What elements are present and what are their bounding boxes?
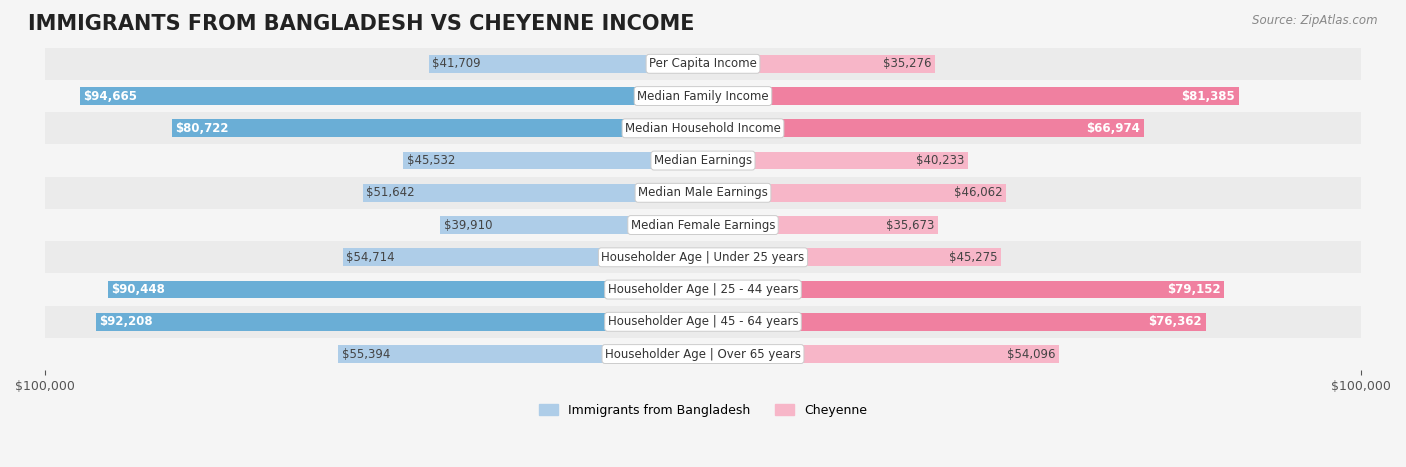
Bar [703,184,1007,202]
Legend: Immigrants from Bangladesh, Cheyenne: Immigrants from Bangladesh, Cheyenne [534,399,872,422]
Text: $35,276: $35,276 [883,57,932,71]
Bar [703,55,935,73]
Text: $90,448: $90,448 [111,283,165,296]
Bar [96,313,703,331]
Bar [363,184,703,202]
Text: $79,152: $79,152 [1167,283,1220,296]
Text: Median Female Earnings: Median Female Earnings [631,219,775,232]
Text: Householder Age | 25 - 44 years: Householder Age | 25 - 44 years [607,283,799,296]
Bar [339,345,703,363]
Bar [703,87,1239,105]
Text: Median Male Earnings: Median Male Earnings [638,186,768,199]
Text: Median Household Income: Median Household Income [626,122,780,135]
Text: $40,233: $40,233 [917,154,965,167]
Text: $92,208: $92,208 [100,315,153,328]
Bar [45,274,1361,306]
Text: $35,673: $35,673 [886,219,935,232]
Bar [45,112,1361,144]
Text: $39,910: $39,910 [444,219,492,232]
Text: Median Family Income: Median Family Income [637,90,769,103]
Bar [404,152,703,170]
Text: Source: ZipAtlas.com: Source: ZipAtlas.com [1253,14,1378,27]
Bar [172,120,703,137]
Text: Per Capita Income: Per Capita Income [650,57,756,71]
Bar [703,152,967,170]
Bar [703,313,1205,331]
Bar [703,281,1223,298]
Bar [45,144,1361,177]
Bar [343,248,703,266]
Bar [703,120,1143,137]
Bar [703,248,1001,266]
Text: $51,642: $51,642 [367,186,415,199]
Text: $54,714: $54,714 [346,251,395,264]
Text: $46,062: $46,062 [955,186,1002,199]
Text: $55,394: $55,394 [342,347,389,361]
Bar [45,241,1361,274]
Bar [45,80,1361,112]
Text: IMMIGRANTS FROM BANGLADESH VS CHEYENNE INCOME: IMMIGRANTS FROM BANGLADESH VS CHEYENNE I… [28,14,695,34]
Text: $41,709: $41,709 [432,57,481,71]
Bar [80,87,703,105]
Text: Householder Age | 45 - 64 years: Householder Age | 45 - 64 years [607,315,799,328]
Text: $54,096: $54,096 [1007,347,1056,361]
Text: $80,722: $80,722 [176,122,229,135]
Bar [45,48,1361,80]
Text: $76,362: $76,362 [1149,315,1202,328]
Bar [45,177,1361,209]
Text: Median Earnings: Median Earnings [654,154,752,167]
Bar [45,306,1361,338]
Bar [108,281,703,298]
Text: $94,665: $94,665 [83,90,138,103]
Text: Householder Age | Under 25 years: Householder Age | Under 25 years [602,251,804,264]
Text: $81,385: $81,385 [1181,90,1236,103]
Text: $45,275: $45,275 [949,251,998,264]
Bar [429,55,703,73]
Text: Householder Age | Over 65 years: Householder Age | Over 65 years [605,347,801,361]
Bar [703,345,1059,363]
Text: $45,532: $45,532 [406,154,456,167]
Bar [440,216,703,234]
Bar [703,216,938,234]
Text: $66,974: $66,974 [1087,122,1140,135]
Bar [45,209,1361,241]
Bar [45,338,1361,370]
